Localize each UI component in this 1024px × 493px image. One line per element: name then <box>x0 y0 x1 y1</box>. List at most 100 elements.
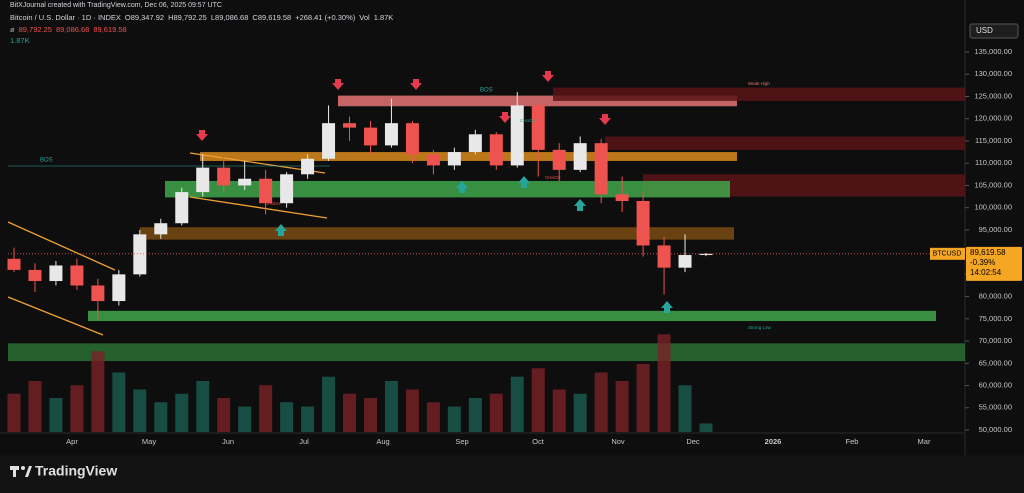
zone <box>140 227 734 240</box>
candle-body <box>678 255 692 268</box>
candle-body <box>238 178 252 186</box>
last-price: 89,619.58 <box>970 248 1006 257</box>
candle-body <box>468 134 482 153</box>
footer-band <box>0 455 1024 493</box>
volume-bar <box>175 393 189 432</box>
currency: USD <box>976 26 993 35</box>
annotation: Weak High <box>748 81 770 86</box>
volume-bar <box>363 398 377 432</box>
candle-body <box>112 274 126 302</box>
annotation: CHoCH <box>545 175 561 180</box>
volume-bar <box>594 372 608 432</box>
x-tick-label: Mar <box>918 437 931 446</box>
candle-body <box>154 223 168 235</box>
quote-value: L89,086.68 <box>210 13 249 22</box>
volume-bar <box>699 423 713 432</box>
y-tick-label: 100,000.00 <box>974 203 1012 212</box>
quote-value: Vol <box>359 13 370 22</box>
last-change: -0.39% <box>970 258 995 267</box>
y-tick-label: 105,000.00 <box>974 180 1012 189</box>
volume-bar <box>489 393 503 432</box>
volume-bar <box>678 385 692 432</box>
candle-body <box>552 149 566 170</box>
x-tick-label: Jun <box>222 437 234 446</box>
x-tick-label: Apr <box>66 437 78 446</box>
zone <box>8 343 965 362</box>
annotation: Strong Low <box>748 325 772 330</box>
candle-body <box>259 178 273 204</box>
volume-bar <box>217 398 231 432</box>
volume-bar <box>426 402 440 432</box>
volume-bar <box>259 385 273 432</box>
volume-bar <box>28 381 42 432</box>
candle-body <box>405 123 419 155</box>
zone <box>165 180 730 198</box>
x-tick-label: Jul <box>299 437 309 446</box>
candle-body <box>133 234 147 275</box>
candle-body <box>447 152 461 166</box>
candle-body <box>322 123 336 159</box>
up-arrow <box>456 181 468 193</box>
candle-body <box>384 123 398 146</box>
volume-bar <box>133 389 147 432</box>
y-tick-label: 130,000.00 <box>974 69 1012 78</box>
zone <box>605 136 965 150</box>
y-tick-label: 65,000.00 <box>979 358 1012 367</box>
candle-body <box>7 258 21 270</box>
attribution: BitXJournal created with TradingView.com… <box>10 2 222 9</box>
zone <box>553 87 965 101</box>
up-arrow <box>661 301 673 313</box>
x-tick-label: Oct <box>532 437 545 446</box>
indicator-value: 89,086.68 <box>55 25 90 34</box>
candle-body <box>531 105 545 150</box>
countdown: 14:02:54 <box>970 268 1002 277</box>
candle-body <box>615 194 629 201</box>
candle-body <box>301 158 315 175</box>
y-tick-label: 120,000.00 <box>974 114 1012 123</box>
symbol-tag <box>930 247 965 260</box>
volume-bar <box>112 372 126 432</box>
y-tick-label: 75,000.00 <box>979 314 1012 323</box>
candle-body <box>196 167 210 193</box>
annotation: BOS <box>480 88 493 94</box>
currency-box[interactable] <box>969 23 1019 39</box>
candle-body <box>594 143 608 195</box>
quote-value: H89,792.25 <box>168 13 207 22</box>
indicator-value: 89,792.25 <box>18 25 52 34</box>
x-tick-label: Nov <box>611 437 625 446</box>
quote-line: Bitcoin / U.S. Dollar · 1D · INDEX O89,34… <box>10 13 397 22</box>
candle-body <box>363 127 377 146</box>
annotation: CHoCH <box>265 201 281 206</box>
up-arrow <box>574 199 586 211</box>
candle-body <box>217 167 231 186</box>
candle-body <box>70 265 84 286</box>
down-arrow <box>499 112 511 123</box>
quote-value: +268.41 (+0.30%) <box>295 13 356 22</box>
quote-value: O89,347.92 <box>124 13 165 22</box>
volume-bar <box>447 406 461 432</box>
trend-line <box>189 196 328 219</box>
x-tick-label: May <box>142 437 156 446</box>
y-tick-label: 80,000.00 <box>979 292 1012 301</box>
x-tick-label: Sep <box>455 437 468 446</box>
volume-line: 1.87K <box>10 36 30 45</box>
candle-body <box>28 269 42 282</box>
candle-body <box>49 265 63 282</box>
down-arrow <box>542 71 554 82</box>
trend-line <box>7 221 116 271</box>
volume-bar <box>196 381 210 432</box>
x-tick-label: 2026 <box>765 437 782 446</box>
down-arrow <box>196 130 208 141</box>
volume-bar <box>657 334 671 432</box>
volume-bar <box>384 381 398 432</box>
zone <box>338 95 737 107</box>
symbol: Bitcoin / U.S. Dollar · 1D · INDEX <box>10 13 121 22</box>
indicator-line: ø 89,792.25 89,086.68 89,619.58 <box>10 25 127 34</box>
y-tick-label: 55,000.00 <box>979 403 1012 412</box>
quote-value: C89,619.58 <box>252 13 292 22</box>
up-arrow <box>275 224 287 236</box>
annotation: BOS <box>40 158 53 164</box>
symbol-label: BTCUSD <box>933 251 962 258</box>
